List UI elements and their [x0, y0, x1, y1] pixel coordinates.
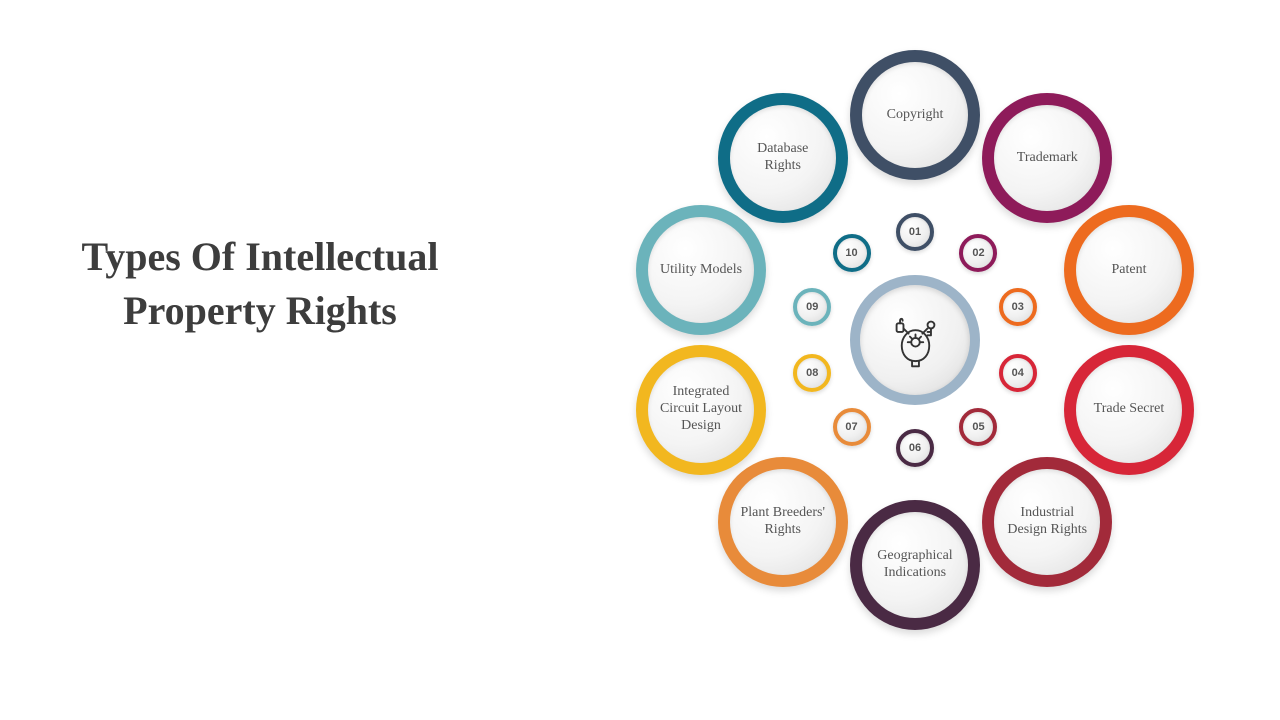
- node-label: Industrial Design Rights: [994, 469, 1100, 575]
- node-label: Utility Models: [648, 217, 754, 323]
- node-number-badge: 01: [896, 213, 934, 251]
- node-label: Patent: [1076, 217, 1182, 323]
- node-number-badge: 04: [999, 354, 1037, 392]
- radial-diagram: Copyright 01 Trademark 02 Patent 03 Trade Secr…: [480, 0, 1260, 720]
- node-number-badge: 09: [793, 288, 831, 326]
- page-title: Types Of Intellectual Property Rights: [70, 230, 450, 338]
- node-label: Database Rights: [730, 105, 836, 211]
- node-label: Geographical Indications: [862, 512, 968, 618]
- node-label: Plant Breeders' Rights: [730, 469, 836, 575]
- center-hub: [850, 275, 980, 405]
- ip-icon: [888, 313, 943, 368]
- node-number-badge: 06: [896, 429, 934, 467]
- node-number-badge: 05: [959, 408, 997, 446]
- node-number-badge: 08: [793, 354, 831, 392]
- node-label: Copyright: [862, 62, 968, 168]
- node-number-badge: 02: [959, 234, 997, 272]
- node-number-badge: 07: [833, 408, 871, 446]
- node-number-badge: 10: [833, 234, 871, 272]
- node-number-badge: 03: [999, 288, 1037, 326]
- node-label: Integrated Circuit Layout Design: [648, 357, 754, 463]
- node-label: Trademark: [994, 105, 1100, 211]
- node-label: Trade Secret: [1076, 357, 1182, 463]
